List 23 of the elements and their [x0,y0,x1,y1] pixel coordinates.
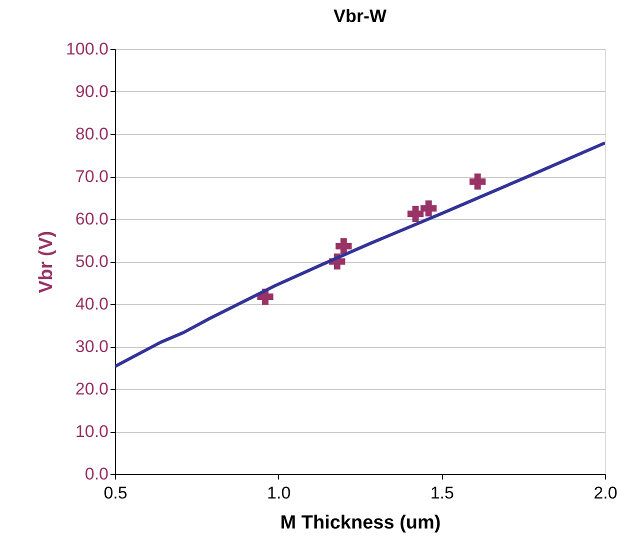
x-tick-label: 2.0 [594,484,618,502]
x-tick-label: 1.0 [267,484,291,502]
point [336,238,352,254]
y-tick-label: 70.0 [75,167,108,186]
y-tick-label: 80.0 [75,124,108,144]
line-series [115,141,605,368]
x-axis-title: M Thickness (um) [280,512,441,534]
point [407,206,424,222]
x-tick-label: 1.5 [430,484,454,502]
y-tick-label: 20.0 [75,380,108,398]
y-tick-label: 100.0 [66,40,108,58]
chart-title: Vbr-W [334,6,386,26]
y-axis-title: Vbr (V) [36,230,57,294]
point [420,200,437,216]
y-tick-label: 0.0 [84,464,108,484]
x-tick-label: 0.5 [104,484,128,502]
y-tick-label: 60.0 [75,210,108,228]
y-tick-label: 90.0 [75,82,108,101]
y-tick-label: 10.0 [75,422,108,441]
point [470,174,486,190]
y-tick-label: 30.0 [75,337,108,356]
y-tick-label: 50.0 [75,252,108,271]
y-tick-label: 40.0 [75,294,108,314]
